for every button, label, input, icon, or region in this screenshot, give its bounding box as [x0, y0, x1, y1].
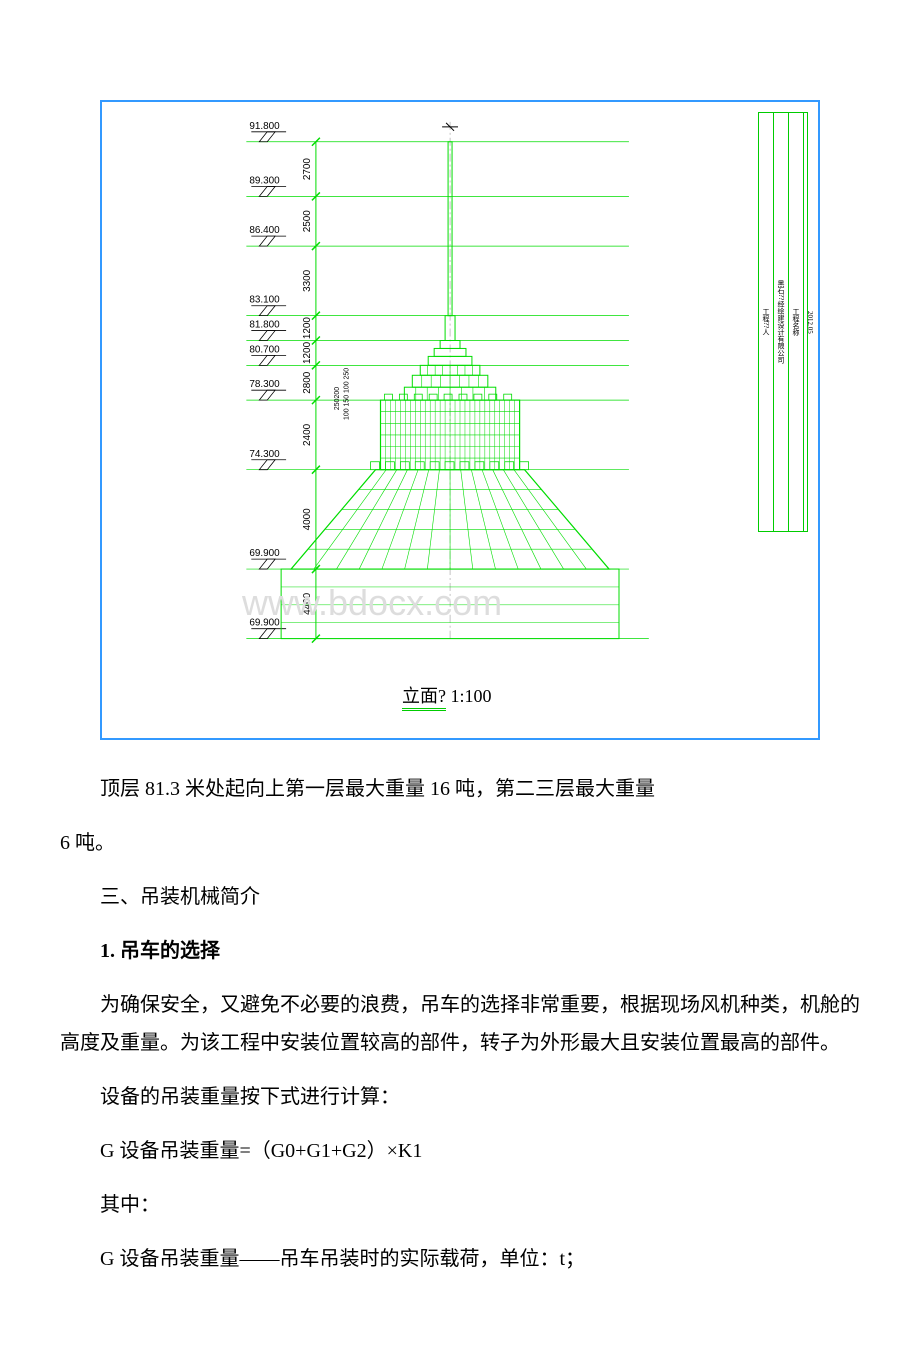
tb-company: 黑石??经绘建设计有限公司 [773, 113, 788, 531]
svg-text:83.100: 83.100 [249, 295, 280, 306]
svg-text:69.900: 69.900 [249, 548, 280, 559]
svg-text:74.300: 74.300 [249, 449, 280, 460]
elevation-drawing: 91.800 2700 89.300 2500 86.400 3300 83.100 1200… [100, 100, 820, 740]
svg-text:1200: 1200 [302, 317, 313, 340]
svg-text:78.300: 78.300 [249, 379, 280, 390]
svg-text:86.400: 86.400 [249, 225, 280, 236]
svg-text:69.900: 69.900 [249, 618, 280, 629]
svg-text:4000: 4000 [302, 508, 313, 531]
tb-sheet: 2012.05 [803, 113, 816, 531]
tb-roles: 工程??人 [759, 113, 773, 531]
svg-text:2500: 2500 [302, 210, 313, 233]
svg-text:81.800: 81.800 [249, 320, 280, 331]
drawing-svg: 91.800 2700 89.300 2500 86.400 3300 83.100 1200… [102, 102, 818, 738]
document-body: 顶层 81.3 米处起向上第一层最大重量 16 吨，第二三层最大重量 6 吨。 … [60, 770, 860, 1278]
title-block: 工程??人 黑石??经绘建设计有限公司 工程名称 2012.05 [758, 112, 808, 532]
subsection-heading: 1. 吊车的选择 [60, 932, 860, 970]
svg-text:1200: 1200 [302, 341, 313, 364]
svg-text:2800: 2800 [302, 371, 313, 394]
svg-text:3300: 3300 [302, 269, 313, 292]
formula: G 设备吊装重量=（G0+G1+G2）×K1 [60, 1132, 860, 1170]
drawing-caption: 立面? 1:100 [402, 682, 492, 708]
caption-scale: 1:100 [451, 686, 492, 706]
paragraph-8: G 设备吊装重量——吊车吊装时的实际载荷，单位：t； [60, 1240, 860, 1278]
svg-text:89.300: 89.300 [249, 175, 280, 186]
svg-text:4400: 4400 [302, 592, 313, 615]
svg-text:2400: 2400 [302, 423, 313, 446]
svg-text:91.800: 91.800 [249, 121, 280, 132]
paragraph-1: 顶层 81.3 米处起向上第一层最大重量 16 吨，第二三层最大重量 [60, 770, 860, 808]
caption-label: 立面? [402, 686, 446, 711]
svg-text:100 150 100 250: 100 150 100 250 [344, 368, 351, 420]
paragraph-1b: 6 吨。 [60, 824, 860, 862]
paragraph-5: 设备的吊装重量按下式进行计算： [60, 1078, 860, 1116]
svg-text:80.700: 80.700 [249, 344, 280, 355]
section-heading: 三、吊装机械简介 [60, 878, 860, 916]
svg-text:250200: 250200 [334, 387, 341, 410]
paragraph-7: 其中： [60, 1186, 860, 1224]
paragraph-4: 为确保安全，又避免不必要的浪费，吊车的选择非常重要，根据现场风机种类，机舱的高度… [60, 986, 860, 1062]
tb-project: 工程名称 [788, 113, 803, 531]
svg-text:2700: 2700 [302, 158, 313, 181]
